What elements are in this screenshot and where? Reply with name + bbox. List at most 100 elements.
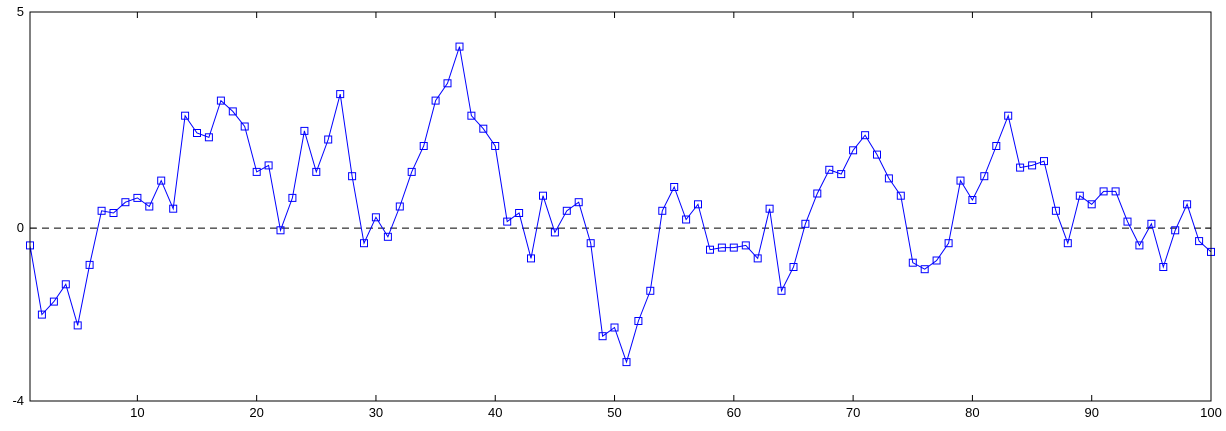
data-point-marker: [1183, 200, 1192, 209]
data-point-marker: [371, 213, 380, 222]
series-layer: [26, 42, 1215, 367]
data-point-marker: [920, 265, 929, 274]
data-point-marker: [574, 198, 583, 207]
data-point-marker: [97, 206, 106, 215]
data-point-marker: [1087, 200, 1096, 209]
data-point-marker: [324, 135, 333, 144]
data-point-marker: [1147, 219, 1156, 228]
data-point-marker: [1171, 226, 1180, 235]
data-point-marker: [598, 332, 607, 341]
data-point-marker: [706, 245, 714, 254]
data-point-marker: [1051, 206, 1060, 215]
data-point-marker: [777, 286, 786, 295]
data-point-marker: [49, 297, 58, 306]
data-point-marker: [622, 358, 631, 367]
data-point-marker: [145, 202, 154, 211]
data-point-marker: [539, 191, 547, 200]
data-point-marker: [658, 206, 667, 215]
data-point-marker: [157, 176, 166, 185]
data-point-marker: [1063, 239, 1072, 248]
data-point-marker: [1195, 237, 1204, 246]
data-point-marker: [204, 133, 213, 142]
data-point-marker: [288, 193, 297, 202]
plot-frame-layer: [29, 11, 1212, 402]
x-tick-label: 50: [607, 405, 621, 420]
series-line: [29, 46, 1212, 364]
data-point-marker: [443, 79, 452, 88]
data-point-marker: [968, 196, 977, 204]
data-point-marker: [1028, 161, 1037, 170]
data-point-marker: [169, 204, 178, 213]
data-point-marker: [109, 209, 118, 217]
data-point-marker: [586, 239, 595, 248]
data-point-marker: [634, 317, 643, 325]
data-point-marker: [431, 96, 440, 105]
data-point-marker: [479, 124, 488, 133]
data-point-marker: [873, 150, 881, 159]
data-point-marker: [133, 193, 142, 202]
data-point-marker: [216, 96, 225, 105]
data-point-marker: [336, 90, 345, 99]
data-point-marker: [264, 161, 273, 170]
data-point-marker: [729, 243, 738, 252]
data-point-marker: [527, 254, 535, 263]
data-point-marker: [1099, 187, 1108, 196]
plot-frame: [29, 11, 1212, 402]
data-point-marker: [1016, 163, 1025, 172]
data-point-marker: [1111, 187, 1120, 196]
data-point-marker: [1159, 263, 1168, 271]
data-point-marker: [395, 202, 404, 211]
data-point-marker: [849, 146, 858, 155]
x-tick-label: 80: [965, 405, 979, 420]
data-point-marker: [491, 142, 500, 150]
data-point-marker: [956, 176, 965, 185]
data-point-marker: [1135, 241, 1144, 250]
data-point-marker: [240, 122, 249, 131]
y-tick-label: -4: [12, 393, 24, 408]
data-point-marker: [813, 189, 822, 198]
data-point-marker: [300, 126, 309, 135]
data-point-marker: [837, 170, 846, 179]
data-point-marker: [252, 167, 261, 176]
data-point-marker: [694, 200, 702, 209]
data-point-marker: [37, 310, 46, 319]
y-tick-label: 5: [17, 4, 24, 19]
data-point-marker: [896, 191, 905, 200]
x-tick-label: 10: [130, 405, 144, 420]
data-point-marker: [360, 239, 368, 248]
data-point-marker: [550, 228, 559, 237]
data-point-marker: [276, 226, 285, 235]
data-point-marker: [825, 165, 834, 174]
data-point-marker: [455, 42, 464, 51]
data-point-marker: [1040, 157, 1048, 166]
data-point-marker: [228, 107, 237, 116]
data-point-marker: [61, 280, 70, 289]
y-tick-label: 0: [17, 220, 24, 235]
x-tick-label: 30: [369, 405, 383, 420]
data-point-marker: [1123, 217, 1132, 226]
data-point-marker: [503, 217, 512, 226]
data-point-marker: [646, 286, 655, 295]
axes-layer: 10 20 30 40 50 60 70 80 90 100 -4 0 5: [12, 4, 1221, 420]
data-point-marker: [789, 263, 798, 271]
data-point-marker: [407, 167, 416, 176]
x-tick-label: 40: [488, 405, 502, 420]
x-tick-label: 100: [1200, 405, 1222, 420]
data-point-marker: [383, 232, 392, 241]
x-tick-label: 20: [249, 405, 263, 420]
data-point-marker: [753, 254, 762, 263]
data-point-marker: [467, 111, 476, 120]
data-point-marker: [908, 258, 917, 267]
data-point-marker: [765, 204, 774, 213]
data-point-marker: [419, 142, 428, 150]
data-point-marker: [312, 167, 321, 176]
x-tick-label: 70: [846, 405, 860, 420]
data-point-marker: [1075, 191, 1084, 200]
data-point-marker: [181, 111, 190, 120]
x-tick-label: 60: [727, 405, 741, 420]
data-point-marker: [121, 198, 130, 207]
data-point-marker: [515, 209, 524, 217]
x-tick-label: 90: [1084, 405, 1098, 420]
